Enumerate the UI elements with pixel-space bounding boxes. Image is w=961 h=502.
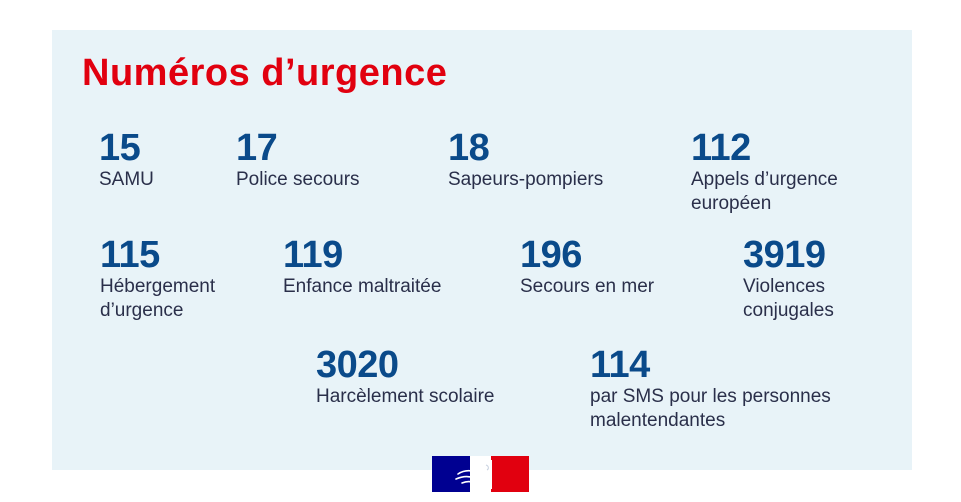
number-item-pompiers: 18 Sapeurs-pompiers xyxy=(448,128,603,192)
number-label: Police secours xyxy=(236,169,360,190)
number-label: par SMS pour les personnes malentendante… xyxy=(590,386,831,431)
phone-number: 15 xyxy=(99,127,141,169)
number-item-european-emergency: 112 Appels d’urgence européen xyxy=(691,128,838,216)
number-item-sms: 114 par SMS pour les personnes malentend… xyxy=(590,345,831,433)
number-item-samu: 15 SAMU xyxy=(99,128,154,192)
number-label: Hébergement d’urgence xyxy=(100,276,216,321)
number-label: Sapeurs-pompiers xyxy=(448,169,604,190)
number-item-secours-mer: 196 Secours en mer xyxy=(520,235,654,299)
phone-number: 112 xyxy=(691,127,751,169)
phone-number: 18 xyxy=(448,127,490,169)
phone-number: 17 xyxy=(236,127,278,169)
number-label: Harcèlement scolaire xyxy=(316,386,495,407)
number-label: Appels d’urgence européen xyxy=(691,169,838,214)
number-label: SAMU xyxy=(99,169,154,190)
phone-number: 3020 xyxy=(316,344,399,386)
phone-number: 119 xyxy=(283,234,343,276)
number-item-harcelement: 3020 Harcèlement scolaire xyxy=(316,345,494,409)
number-item-violences: 3919 Violences conjugales xyxy=(743,235,834,323)
page-title: Numéros d’urgence xyxy=(82,52,448,94)
emergency-numbers-panel xyxy=(52,30,912,470)
number-item-police: 17 Police secours xyxy=(236,128,360,192)
number-label: Secours en mer xyxy=(520,276,655,297)
number-item-hebergement: 115 Hébergement d’urgence xyxy=(100,235,215,323)
number-item-enfance: 119 Enfance maltraitée xyxy=(283,235,441,299)
number-label: Enfance maltraitée xyxy=(283,276,442,297)
phone-number: 196 xyxy=(520,234,582,276)
phone-number: 115 xyxy=(100,234,160,276)
number-label: Violences conjugales xyxy=(743,276,834,321)
phone-number: 114 xyxy=(590,344,650,386)
republique-francaise-logo xyxy=(432,456,529,492)
phone-number: 3919 xyxy=(743,234,826,276)
